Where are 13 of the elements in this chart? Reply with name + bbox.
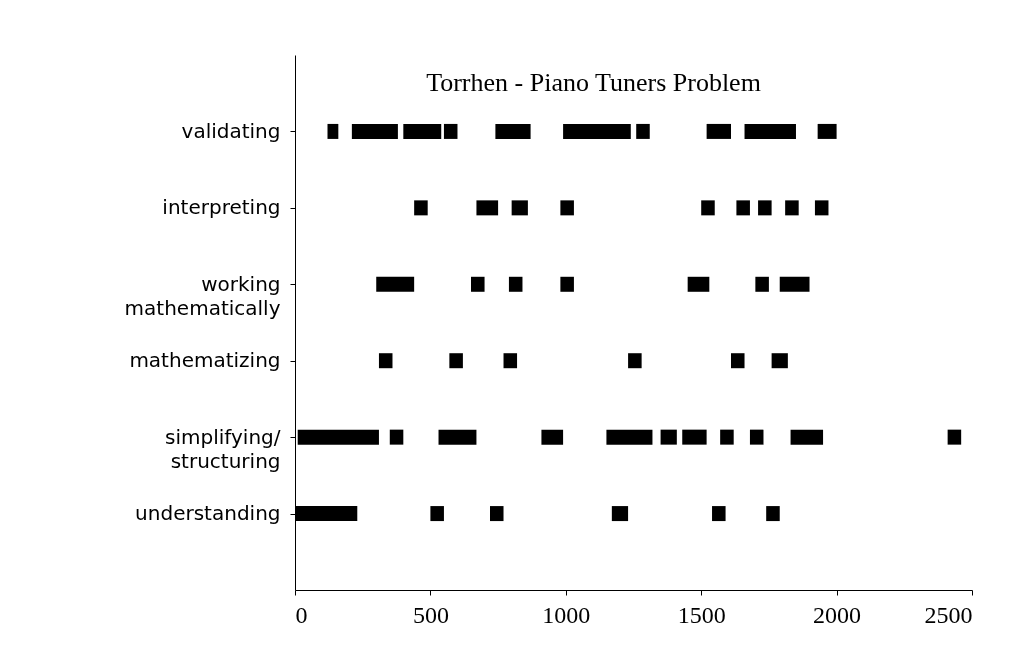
x-tick-label: 500 xyxy=(412,601,449,628)
y-tick-label: mathematizing xyxy=(129,348,281,373)
y-tick-label: simplifying/ structuring xyxy=(165,424,281,473)
x-tick-label: 1000 xyxy=(542,601,591,628)
y-tick-label: validating xyxy=(181,118,281,143)
x-tick-label: 2500 xyxy=(924,601,973,628)
text: Torrhen - Piano Tuners Problem xyxy=(426,68,761,97)
y-tick-label: working mathematically xyxy=(124,271,281,320)
y-tick-label: interpreting xyxy=(162,195,281,220)
x-tick-label: 2000 xyxy=(813,601,862,628)
x-tick-label: 1500 xyxy=(677,601,726,628)
x-tick-label: 0 xyxy=(295,601,308,628)
y-tick-label: understanding xyxy=(135,501,281,526)
